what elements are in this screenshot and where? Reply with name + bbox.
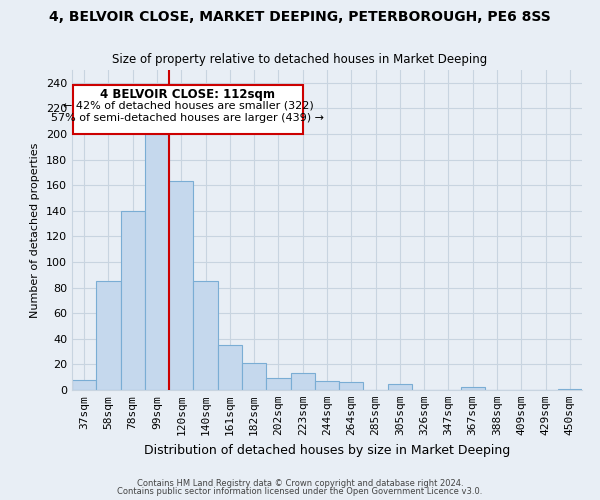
Bar: [121, 211, 145, 390]
X-axis label: Distribution of detached houses by size in Market Deeping: Distribution of detached houses by size …: [144, 444, 510, 456]
Bar: [558, 388, 582, 390]
Bar: [290, 374, 315, 390]
Text: 4 BELVOIR CLOSE: 112sqm: 4 BELVOIR CLOSE: 112sqm: [100, 88, 275, 101]
Bar: [169, 182, 193, 390]
Bar: [315, 381, 339, 390]
Bar: [96, 281, 121, 390]
Text: Contains public sector information licensed under the Open Government Licence v3: Contains public sector information licen…: [118, 487, 482, 496]
Text: Contains HM Land Registry data © Crown copyright and database right 2024.: Contains HM Land Registry data © Crown c…: [137, 478, 463, 488]
Bar: [339, 382, 364, 390]
Bar: [218, 345, 242, 390]
Bar: [242, 363, 266, 390]
Text: ← 42% of detached houses are smaller (322): ← 42% of detached houses are smaller (32…: [62, 100, 313, 110]
Bar: [266, 378, 290, 390]
Bar: [193, 281, 218, 390]
Bar: [72, 380, 96, 390]
Bar: [388, 384, 412, 390]
Bar: [145, 134, 169, 390]
Y-axis label: Number of detached properties: Number of detached properties: [31, 142, 40, 318]
Text: 4, BELVOIR CLOSE, MARKET DEEPING, PETERBOROUGH, PE6 8SS: 4, BELVOIR CLOSE, MARKET DEEPING, PETERB…: [49, 10, 551, 24]
Text: Size of property relative to detached houses in Market Deeping: Size of property relative to detached ho…: [112, 52, 488, 66]
Bar: [461, 388, 485, 390]
Text: 57% of semi-detached houses are larger (439) →: 57% of semi-detached houses are larger (…: [52, 113, 325, 123]
